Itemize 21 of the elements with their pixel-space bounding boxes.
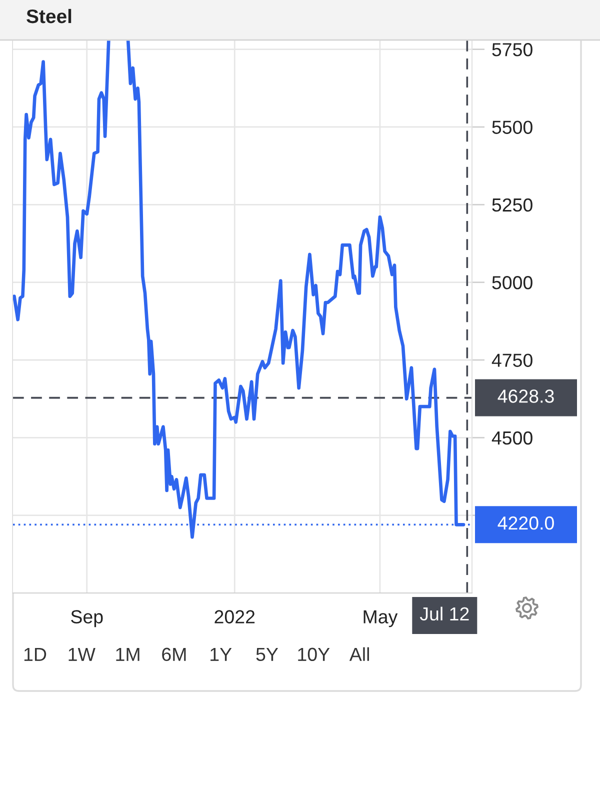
chart-title: Steel	[26, 8, 72, 24]
y-tick-label: 5750	[492, 43, 532, 56]
y-tick-label: 5000	[492, 276, 532, 290]
text: 10Y	[298, 648, 330, 662]
y-tick-label: 5500	[492, 120, 532, 134]
text: 1W	[68, 648, 96, 661]
text: 1M	[116, 648, 140, 661]
text: 1D	[24, 648, 46, 661]
text: All	[349, 647, 369, 661]
text: 1Y	[210, 648, 232, 661]
ref-line-label: Jul 12	[420, 606, 469, 621]
x-tick-label: Sep	[71, 610, 103, 628]
y-tick-label: 4500	[492, 431, 532, 445]
x-tick-label: 2022	[214, 610, 255, 624]
x-tick-label: May	[364, 610, 398, 628]
y-tick-label: 5250	[492, 198, 532, 212]
text: 5Y	[256, 648, 278, 662]
y-tick-label: 4750	[492, 354, 532, 367]
ref-line-label: 4220.0	[498, 516, 554, 530]
ref-line-label: 4628.3	[498, 390, 554, 403]
text: 6M	[162, 648, 186, 662]
